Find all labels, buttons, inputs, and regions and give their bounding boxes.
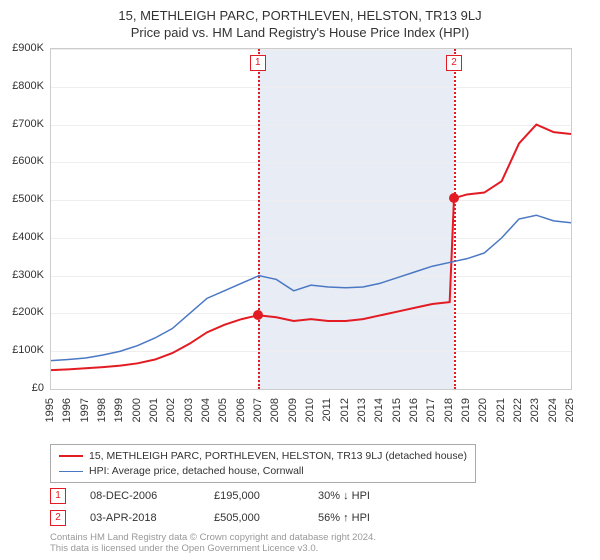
x-tick-label: 2022 [512,398,524,422]
title-address: 15, METHLEIGH PARC, PORTHLEVEN, HELSTON,… [0,8,600,23]
legend-item: HPI: Average price, detached house, Corn… [59,464,467,479]
x-tick-label: 2020 [477,398,489,422]
sale-price: £195,000 [214,490,294,502]
sale-delta: 30% ↓ HPI [318,490,370,502]
sale-row: 1 08-DEC-2006 £195,000 30% ↓ HPI [50,488,370,504]
series-price_paid [51,125,571,371]
x-tick-label: 1997 [79,398,91,422]
legend-label: HPI: Average price, detached house, Corn… [89,464,304,479]
x-tick-label: 2014 [373,398,385,422]
x-tick-label: 2019 [460,398,472,422]
y-tick-label: £800K [12,80,44,92]
x-tick-label: 1999 [113,398,125,422]
sale-badge: 2 [446,55,462,71]
chart-title: 15, METHLEIGH PARC, PORTHLEVEN, HELSTON,… [0,0,600,40]
x-tick-label: 2005 [217,398,229,422]
legend: 15, METHLEIGH PARC, PORTHLEVEN, HELSTON,… [50,444,476,483]
x-tick-label: 2001 [148,398,160,422]
footer-line2: This data is licensed under the Open Gov… [50,543,376,554]
x-tick-label: 2015 [391,398,403,422]
legend-swatch [59,455,83,457]
x-tick-label: 2010 [304,398,316,422]
x-tick-label: 2012 [339,398,351,422]
sale-price: £505,000 [214,512,294,524]
series-hpi [51,215,571,360]
x-tick-label: 2003 [183,398,195,422]
x-tick-label: 2002 [165,398,177,422]
y-tick-label: £500K [12,193,44,205]
sale-marker-dot [253,310,263,320]
y-tick-label: £600K [12,155,44,167]
x-tick-label: 2021 [495,398,507,422]
plot-area: 12 [50,48,572,390]
y-tick-label: £200K [12,306,44,318]
x-tick-label: 1996 [61,398,73,422]
y-tick-label: £400K [12,231,44,243]
x-tick-label: 2004 [200,398,212,422]
legend-label: 15, METHLEIGH PARC, PORTHLEVEN, HELSTON,… [89,449,467,464]
sales-table: 1 08-DEC-2006 £195,000 30% ↓ HPI 2 03-APR-201… [50,488,370,532]
y-tick-label: £300K [12,269,44,281]
x-tick-label: 2000 [131,398,143,422]
sale-delta: 56% ↑ HPI [318,512,370,524]
y-tick-label: £900K [12,42,44,54]
x-tick-label: 1998 [96,398,108,422]
x-tick-label: 2009 [287,398,299,422]
series-svg [51,49,571,389]
legend-item: 15, METHLEIGH PARC, PORTHLEVEN, HELSTON,… [59,449,467,464]
sale-row: 2 03-APR-2018 £505,000 56% ↑ HPI [50,510,370,526]
title-subtitle: Price paid vs. HM Land Registry's House … [0,25,600,40]
sale-badge: 1 [250,55,266,71]
footer: Contains HM Land Registry data © Crown c… [50,532,376,555]
x-tick-label: 2023 [529,398,541,422]
y-axis: £0£100K£200K£300K£400K£500K£600K£700K£80… [0,48,48,388]
sale-row-badge: 1 [50,488,66,504]
y-tick-label: £700K [12,118,44,130]
legend-swatch [59,471,83,472]
x-tick-label: 2008 [269,398,281,422]
chart-container: 15, METHLEIGH PARC, PORTHLEVEN, HELSTON,… [0,0,600,560]
x-tick-label: 2013 [356,398,368,422]
x-axis: 1995199619971998199920002001200220032004… [50,390,570,440]
x-tick-label: 2011 [321,398,333,422]
y-tick-label: £0 [32,382,44,394]
sale-marker-dot [449,193,459,203]
sale-date: 03-APR-2018 [90,512,190,524]
x-tick-label: 2025 [564,398,576,422]
sale-date: 08-DEC-2006 [90,490,190,502]
y-tick-label: £100K [12,344,44,356]
sale-row-badge: 2 [50,510,66,526]
x-tick-label: 2024 [547,398,559,422]
x-tick-label: 2017 [425,398,437,422]
x-tick-label: 2018 [443,398,455,422]
footer-line1: Contains HM Land Registry data © Crown c… [50,532,376,543]
x-tick-label: 2006 [235,398,247,422]
x-tick-label: 2007 [252,398,264,422]
x-tick-label: 1995 [44,398,56,422]
x-tick-label: 2016 [408,398,420,422]
